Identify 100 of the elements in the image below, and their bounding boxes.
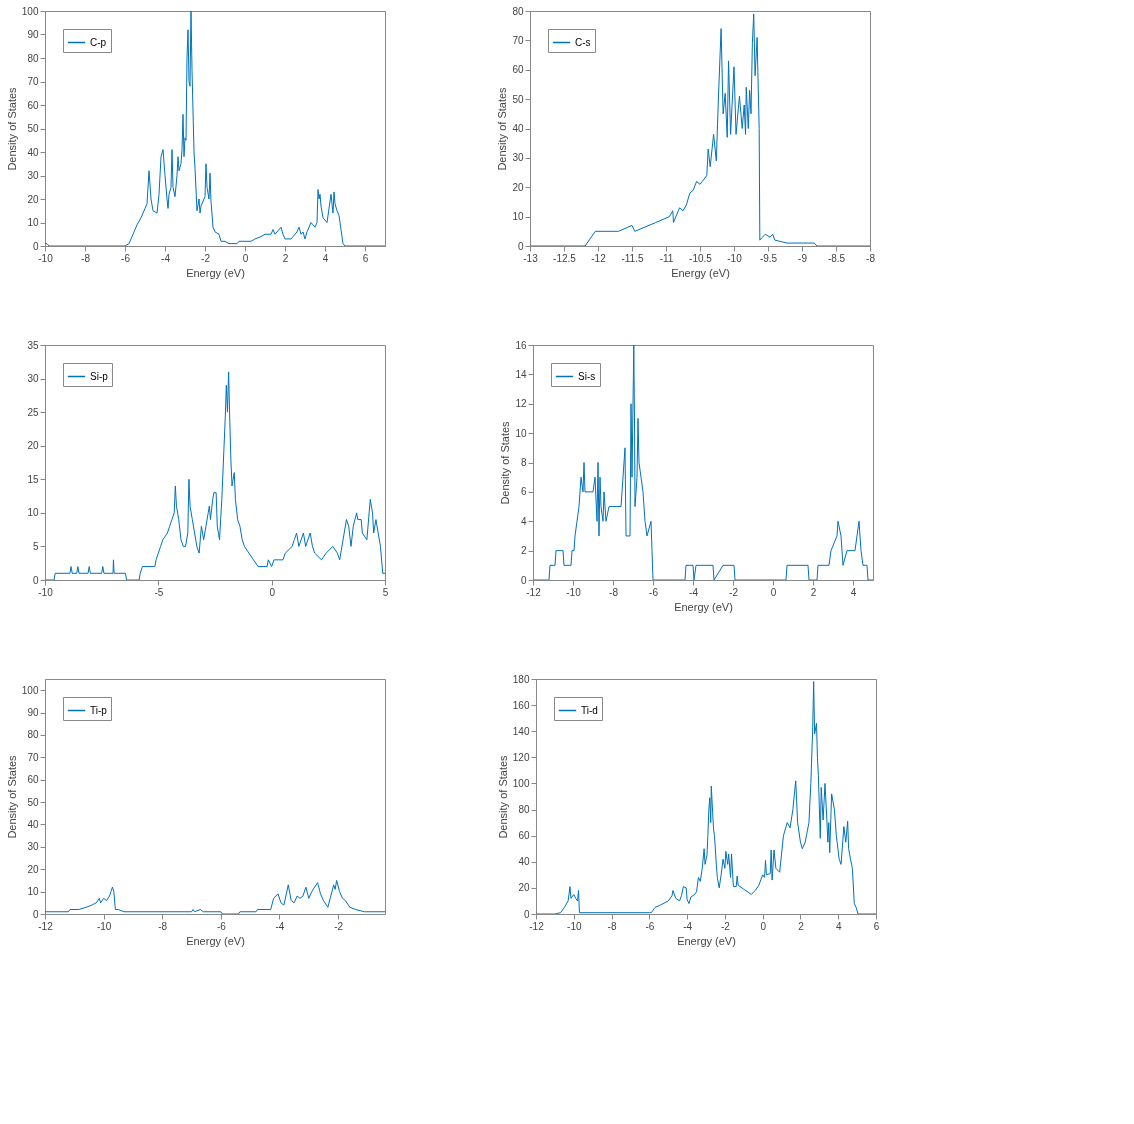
x-tick-label: 4: [835, 920, 842, 932]
y-tick-label: 20: [512, 181, 524, 193]
y-tick-label: 10: [27, 507, 39, 519]
x-tick-label: -6: [216, 920, 227, 932]
x-tick-label: 0: [760, 920, 767, 932]
x-tick-label: -9: [798, 252, 808, 264]
x-tick-label: 0: [269, 586, 276, 598]
x-tick-label: -12: [526, 586, 542, 598]
y-tick-label: 0: [32, 240, 39, 252]
y-tick-label: 80: [27, 729, 39, 741]
x-tick-label: -2: [729, 586, 739, 598]
legend-label: Si-s: [578, 370, 596, 382]
x-axis-title: Energy (eV): [677, 934, 736, 947]
x-tick-label: -10: [727, 252, 743, 264]
x-axis-title: Energy (eV): [186, 934, 245, 947]
x-tick-label: 4: [850, 586, 857, 598]
y-tick-label: 0: [517, 240, 524, 252]
x-tick-label: -10: [566, 586, 582, 598]
x-tick-label: -12: [591, 252, 607, 264]
x-tick-label: -5: [154, 586, 164, 598]
y-tick-label: 100: [21, 5, 39, 17]
x-tick-label: 4: [322, 252, 329, 264]
x-tick-label: -6: [649, 586, 659, 598]
x-axis-title: Energy (eV): [674, 600, 733, 613]
y-tick-label: 20: [27, 193, 39, 205]
y-tick-label: 0: [32, 908, 39, 920]
y-axis-title: Density of States: [496, 86, 509, 171]
y-tick-label: 40: [512, 123, 524, 134]
x-tick-label: -6: [645, 920, 655, 932]
x-tick-label: -8: [158, 920, 168, 932]
line-series: [45, 879, 385, 914]
x-tick-label: 6: [362, 252, 369, 264]
y-tick-label: 100: [512, 777, 530, 789]
x-tick-label: 2: [810, 586, 817, 598]
x-tick-label: -10: [38, 586, 54, 598]
y-axis-title: Density of States: [499, 420, 512, 505]
y-tick-label: 70: [27, 76, 39, 87]
x-axis-title: Energy (eV): [671, 266, 730, 279]
y-tick-label: 50: [27, 123, 39, 134]
legend-label: C-p: [90, 36, 107, 48]
y-tick-label: 70: [512, 34, 524, 46]
legend-label: Si-p: [90, 370, 109, 382]
x-tick-label: -6: [121, 252, 131, 264]
y-tick-label: 40: [27, 146, 39, 158]
y-tick-label: 16: [515, 339, 527, 351]
x-tick-label: -2: [201, 252, 211, 264]
y-axis-title: Density of States: [5, 754, 18, 839]
y-tick-label: 10: [27, 217, 39, 228]
y-tick-label: 25: [27, 406, 39, 418]
x-tick-label: -9.5: [759, 252, 778, 264]
y-tick-label: 35: [27, 339, 39, 351]
y-tick-label: 8: [520, 457, 527, 468]
y-tick-label: 14: [515, 368, 527, 380]
y-axis-title: Density of States: [496, 754, 509, 839]
x-tick-label: 0: [770, 586, 777, 598]
y-tick-label: 80: [518, 804, 530, 816]
y-tick-label: 50: [512, 93, 524, 105]
x-tick-label: -8.5: [827, 252, 846, 264]
x-tick-label: -10: [567, 920, 582, 932]
legend-label: Ti-p: [90, 704, 108, 716]
x-tick-label: -8: [607, 920, 617, 932]
y-tick-label: 180: [512, 673, 530, 685]
y-tick-label: 20: [27, 863, 39, 875]
y-tick-label: 90: [27, 29, 39, 40]
y-tick-label: 30: [27, 373, 39, 385]
x-tick-label: 2: [798, 920, 805, 932]
x-tick-label: 6: [873, 920, 880, 932]
y-tick-label: 0: [32, 574, 39, 586]
y-tick-label: 40: [518, 856, 530, 868]
y-tick-label: 2: [520, 545, 527, 557]
x-axis-title: Energy (eV): [186, 266, 245, 279]
x-tick-label: -4: [275, 920, 285, 932]
x-tick-label: 2: [282, 252, 289, 264]
y-tick-label: 10: [27, 886, 39, 898]
y-tick-label: 80: [512, 5, 524, 17]
y-tick-label: 0: [523, 908, 530, 920]
x-tick-label: -8: [866, 252, 876, 264]
x-tick-label: -10: [38, 252, 54, 264]
y-tick-label: 60: [27, 99, 39, 111]
y-tick-label: 10: [512, 211, 524, 223]
y-tick-label: 60: [27, 774, 39, 786]
y-tick-label: 12: [515, 398, 527, 410]
x-tick-label: -12: [529, 920, 545, 932]
y-axis-title: Density of States: [5, 86, 18, 171]
x-tick-label: -13: [523, 252, 539, 264]
line-series: [45, 371, 385, 580]
y-tick-label: 6: [520, 486, 527, 498]
y-tick-label: 60: [518, 830, 530, 842]
x-tick-label: -12: [38, 920, 54, 932]
x-tick-label: -10.5: [689, 252, 713, 264]
y-tick-label: 10: [515, 427, 527, 439]
y-tick-label: 0: [520, 574, 527, 586]
x-tick-label: 5: [382, 586, 389, 598]
x-tick-label: 0: [242, 252, 249, 264]
x-tick-label: -11: [659, 252, 674, 264]
legend-label: C-s: [575, 36, 591, 48]
y-tick-label: 5: [32, 540, 39, 552]
x-tick-label: -11.5: [621, 252, 644, 264]
y-tick-label: 100: [21, 684, 39, 696]
y-tick-label: 30: [27, 841, 39, 853]
